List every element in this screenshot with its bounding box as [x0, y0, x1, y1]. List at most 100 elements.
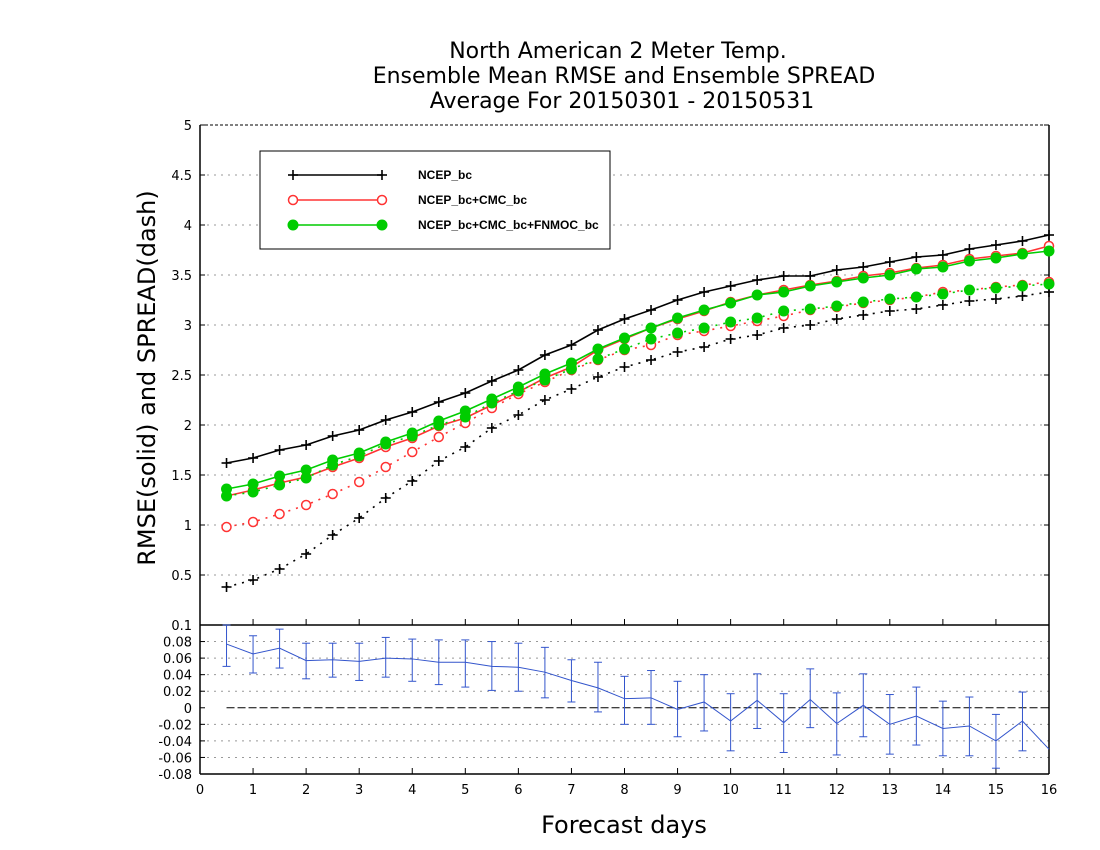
- spread-point: [645, 333, 657, 345]
- rmse-point: [937, 250, 948, 260]
- diff-line: [226, 643, 1050, 750]
- spread-point: [884, 293, 896, 305]
- rmse-point: [752, 275, 763, 285]
- rmse-point: [990, 252, 1002, 264]
- diff-y-tick-label: 0.06: [163, 652, 192, 667]
- spread-point: [539, 395, 550, 405]
- spread-point: [990, 282, 1002, 294]
- x-tick-label: 15: [988, 783, 1005, 798]
- x-tick-label: 5: [461, 783, 469, 798]
- legend-marker: [377, 170, 387, 180]
- diff-y-tick-label: -0.08: [158, 768, 192, 783]
- rmse-point: [539, 350, 550, 360]
- spread-point: [964, 296, 975, 306]
- x-tick-label: 11: [775, 783, 792, 798]
- spread-point: [937, 300, 948, 310]
- spread-point: [646, 355, 657, 365]
- spread-point: [831, 314, 842, 324]
- spread-line-2: [226, 283, 1050, 497]
- rmse-point: [460, 388, 471, 398]
- rmse-point: [857, 272, 869, 284]
- diff-y-tick-label: 0.04: [163, 669, 192, 684]
- y-tick-label: 4: [184, 219, 192, 234]
- rmse-point: [407, 407, 418, 417]
- spread-point: [407, 446, 418, 458]
- spread-point: [619, 362, 630, 372]
- spread-point: [274, 479, 286, 491]
- y-tick-label: 1: [184, 519, 192, 534]
- rmse-point: [433, 397, 444, 407]
- spread-point: [910, 291, 922, 303]
- rmse-point: [911, 252, 922, 262]
- spread-point: [274, 508, 285, 520]
- legend-label: NCEP_bc: [418, 168, 472, 182]
- spread-point: [327, 459, 339, 471]
- spread-point: [433, 431, 445, 443]
- rmse-point: [1016, 248, 1028, 260]
- diff-y-tick-label: -0.04: [158, 735, 192, 750]
- rmse-point: [831, 276, 843, 288]
- spread-point: [512, 385, 524, 397]
- spread-line-0: [226, 291, 1050, 588]
- spread-point: [221, 490, 233, 502]
- spread-point: [884, 306, 895, 316]
- spread-point: [380, 493, 391, 503]
- spread-point: [857, 296, 869, 308]
- spread-point: [672, 327, 684, 339]
- spread-point: [247, 516, 259, 528]
- spread-point: [221, 521, 232, 533]
- difference-panel: [222, 624, 1050, 769]
- rmse-point: [778, 286, 790, 298]
- y-tick-label: 1.5: [171, 469, 192, 484]
- spread-point: [354, 513, 365, 523]
- legend-marker: [287, 219, 299, 231]
- x-tick-label: 1: [249, 783, 257, 798]
- spread-point: [699, 342, 710, 352]
- spread-point: [539, 374, 551, 386]
- spread-point: [566, 384, 577, 394]
- spread-point: [778, 305, 790, 317]
- diff-y-tick-label: -0.06: [158, 751, 192, 766]
- rmse-point: [1017, 236, 1028, 246]
- rmse-point: [778, 271, 789, 281]
- x-tick-label: 13: [882, 783, 899, 798]
- legend-marker: [376, 194, 388, 206]
- spread-point: [592, 353, 604, 365]
- spread-point: [380, 438, 392, 450]
- legend-marker: [376, 219, 388, 231]
- legend-marker: [287, 194, 299, 206]
- y-tick-label: 3.5: [171, 269, 192, 284]
- rmse-point: [884, 269, 896, 281]
- rmse-point: [910, 263, 922, 275]
- x-tick-label: 7: [567, 783, 575, 798]
- rmse-point: [858, 262, 869, 272]
- spread-point: [725, 316, 737, 328]
- spread-point: [1017, 291, 1028, 301]
- chart-title: North American 2 Meter Temp. Ensemble Me…: [373, 39, 876, 114]
- spread-point: [327, 530, 338, 540]
- spread-point: [327, 488, 338, 500]
- y-tick-label: 3: [184, 319, 192, 334]
- x-tick-label: 16: [1041, 783, 1058, 798]
- rmse-point: [592, 343, 604, 355]
- x-tick-label: 3: [355, 783, 363, 798]
- spread-point: [406, 430, 418, 442]
- rmse-point: [645, 322, 657, 334]
- rmse-point: [619, 314, 630, 324]
- x-tick-label: 8: [620, 783, 628, 798]
- rmse-point: [963, 255, 975, 267]
- spread-point: [805, 320, 816, 330]
- diff-y-tick-label: 0.02: [163, 685, 192, 700]
- rmse-line-2: [226, 250, 1050, 490]
- spread-point: [937, 288, 949, 300]
- spread-point: [221, 582, 232, 592]
- rmse-point: [619, 332, 630, 344]
- spread-point: [963, 284, 975, 296]
- spread-point: [911, 304, 922, 314]
- spread-point: [752, 330, 763, 340]
- y-tick-label: 4.5: [171, 169, 192, 184]
- spread-point: [460, 442, 471, 452]
- spread-point: [1043, 278, 1055, 290]
- series-layer: [221, 230, 1055, 592]
